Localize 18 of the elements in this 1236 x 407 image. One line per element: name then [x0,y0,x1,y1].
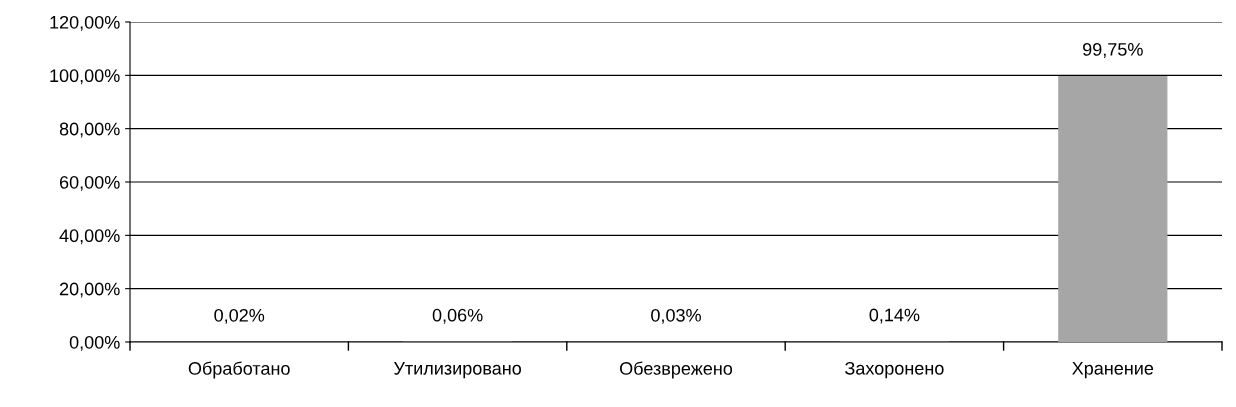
x-tick-label: Хранение [1072,362,1154,379]
data-label: 0,02% [214,308,265,324]
y-tick-label: 0,00% [69,335,120,351]
y-tick-label: 80,00% [59,122,120,138]
x-tick-label: Обезврежено [620,361,733,379]
y-tick-label: 120,00% [50,15,120,31]
data-label: 0,06% [432,308,483,324]
y-tick-label: 40,00% [59,229,120,245]
x-tick-label: Захоронено [845,361,944,379]
data-label: 99,75% [1083,42,1143,58]
x-tick-label: Обработано [188,361,290,379]
data-label: 0,14% [869,308,920,324]
x-tick-label: Утилизировано [393,362,522,379]
bar [1058,76,1168,342]
y-tick-label: 100,00% [50,69,120,85]
y-tick-label: 60,00% [59,175,120,191]
y-tick-label: 20,00% [59,282,120,298]
data-label: 0,03% [651,308,701,324]
